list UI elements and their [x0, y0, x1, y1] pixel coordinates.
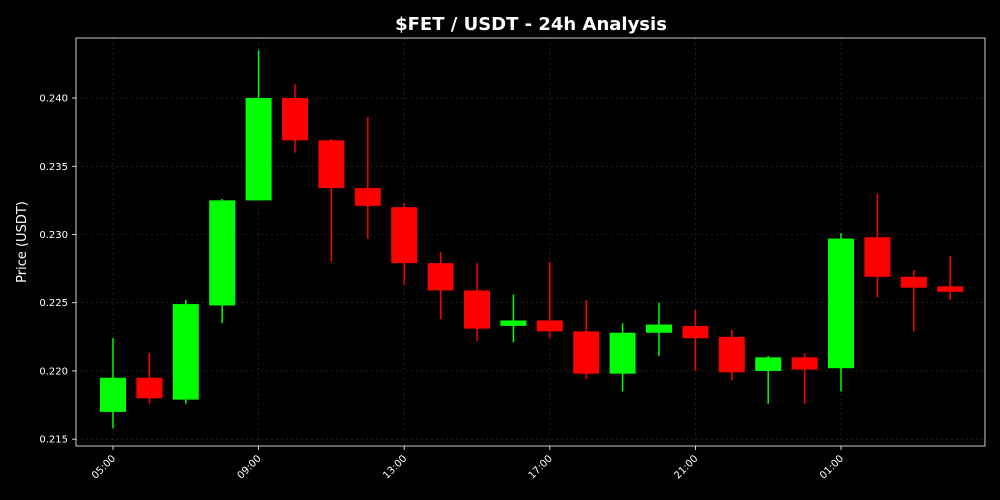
x-tick-label: 09:00 — [236, 453, 264, 481]
candle-down — [718, 330, 745, 381]
candle-body — [172, 304, 199, 400]
candle-body — [718, 336, 745, 373]
candle-down — [282, 84, 308, 153]
candle-body — [573, 331, 600, 374]
candle-down — [354, 117, 381, 239]
x-tick-label: 05:00 — [90, 453, 118, 481]
candle-body — [682, 325, 709, 339]
x-axis: 05:00 09:00 13:00 17:00 21:00 01:00 — [90, 446, 846, 482]
candle-body — [500, 320, 527, 326]
candle-body — [282, 98, 308, 141]
y-tick-label: 0.215 — [39, 435, 68, 446]
candle-body — [791, 357, 818, 370]
candle-down — [900, 269, 927, 332]
x-tick-label: 13:00 — [381, 453, 409, 481]
candle-down — [464, 263, 490, 341]
candle-body — [318, 140, 345, 189]
candle-body — [391, 207, 418, 264]
x-tick-label: 21:00 — [672, 453, 700, 481]
candle-body — [100, 377, 126, 412]
candle-body — [536, 320, 563, 332]
y-tick-label: 0.225 — [39, 298, 68, 309]
candle-body — [937, 286, 964, 292]
y-tick-label: 0.240 — [39, 94, 68, 105]
x-tick-label: 01:00 — [818, 453, 846, 481]
candle-down — [937, 256, 964, 300]
y-axis: 0.215 0.220 0.225 0.230 0.235 0.240 — [39, 94, 76, 446]
candle-body — [354, 188, 381, 206]
candle-body — [609, 332, 636, 374]
candle-up — [100, 338, 126, 429]
candle-body — [646, 324, 672, 333]
candle-down — [573, 299, 600, 380]
candle-down — [536, 261, 563, 339]
candle-up — [755, 355, 782, 404]
candle-body — [864, 237, 891, 277]
plot-frame — [75, 37, 986, 447]
candle-down — [318, 138, 345, 262]
y-axis-label: Price (USDT) — [15, 201, 30, 283]
candle-body — [828, 238, 854, 369]
candle-body — [427, 263, 454, 291]
candle-body — [136, 377, 163, 399]
candle-up — [609, 323, 636, 392]
candle-down — [427, 252, 454, 320]
candle-body — [245, 98, 272, 201]
candle-body — [464, 290, 490, 329]
candle-up — [828, 233, 854, 392]
candle-down — [791, 353, 818, 404]
candle-up — [209, 199, 236, 324]
y-tick-label: 0.230 — [39, 230, 68, 241]
candle-down — [391, 203, 418, 285]
candle-down — [864, 193, 891, 298]
candle-up — [500, 294, 527, 343]
candle-up — [245, 50, 272, 201]
x-tick-label: 17:00 — [527, 453, 555, 481]
candle-up — [646, 302, 672, 356]
chart-title: $FET / USDT - 24h Analysis — [395, 14, 667, 35]
candle-body — [755, 357, 782, 371]
y-tick-label: 0.235 — [39, 162, 68, 173]
candle-up — [172, 299, 199, 404]
candle-body — [209, 200, 236, 306]
candle-layer — [100, 50, 964, 429]
candle-body — [900, 276, 927, 288]
candle-down — [136, 353, 163, 404]
y-tick-label: 0.220 — [39, 366, 68, 377]
candle-down — [682, 309, 709, 371]
